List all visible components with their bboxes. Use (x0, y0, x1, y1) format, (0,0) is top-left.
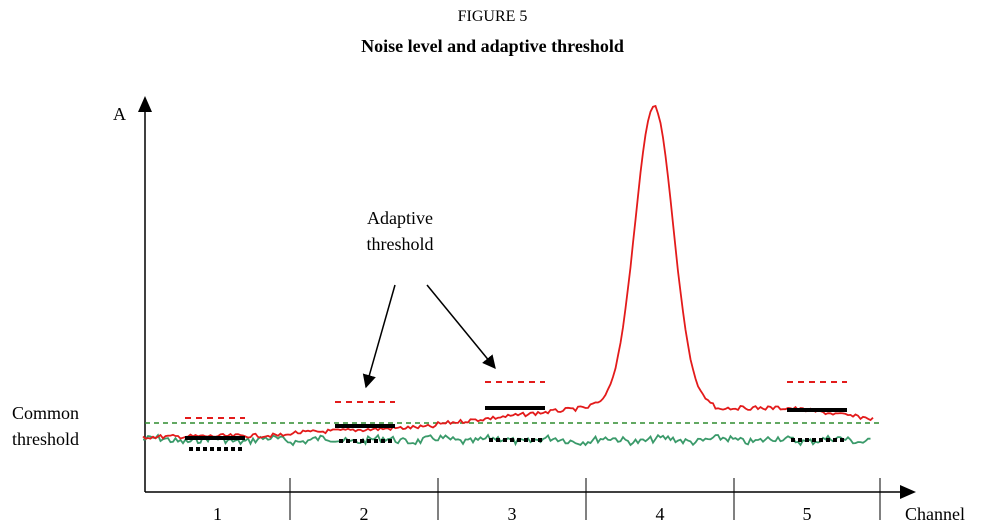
x-axis-arrow-icon (900, 485, 916, 499)
chart-title: Noise level and adaptive threshold (361, 36, 624, 56)
noise-level-bars (189, 438, 847, 451)
y-axis-arrow-icon (138, 96, 152, 112)
annotation-arrow-1 (362, 284, 396, 389)
channel-label-3: 3 (508, 504, 517, 524)
channel-label-4: 4 (656, 504, 665, 524)
channel-separators (289, 478, 881, 520)
channel-label-1: 1 (213, 504, 222, 524)
channel-labels: 1 2 3 4 5 (213, 504, 812, 524)
channel-label-5: 5 (803, 504, 812, 524)
y-axis-label: A (113, 104, 126, 124)
common-threshold-label-line1: Common (12, 403, 79, 423)
annotation-arrow-2 (426, 284, 496, 370)
adaptive-threshold-label-line2: threshold (367, 234, 434, 254)
signal-level-bars (185, 406, 847, 440)
signal-curve (142, 104, 874, 440)
figure-label: FIGURE 5 (457, 8, 528, 25)
adaptive-threshold-label-line1: Adaptive (367, 208, 433, 228)
common-threshold-label-line2: threshold (12, 429, 79, 449)
x-axis-label: Channel (905, 504, 965, 524)
channel-label-2: 2 (360, 504, 369, 524)
adaptive-threshold-lines (185, 381, 847, 419)
